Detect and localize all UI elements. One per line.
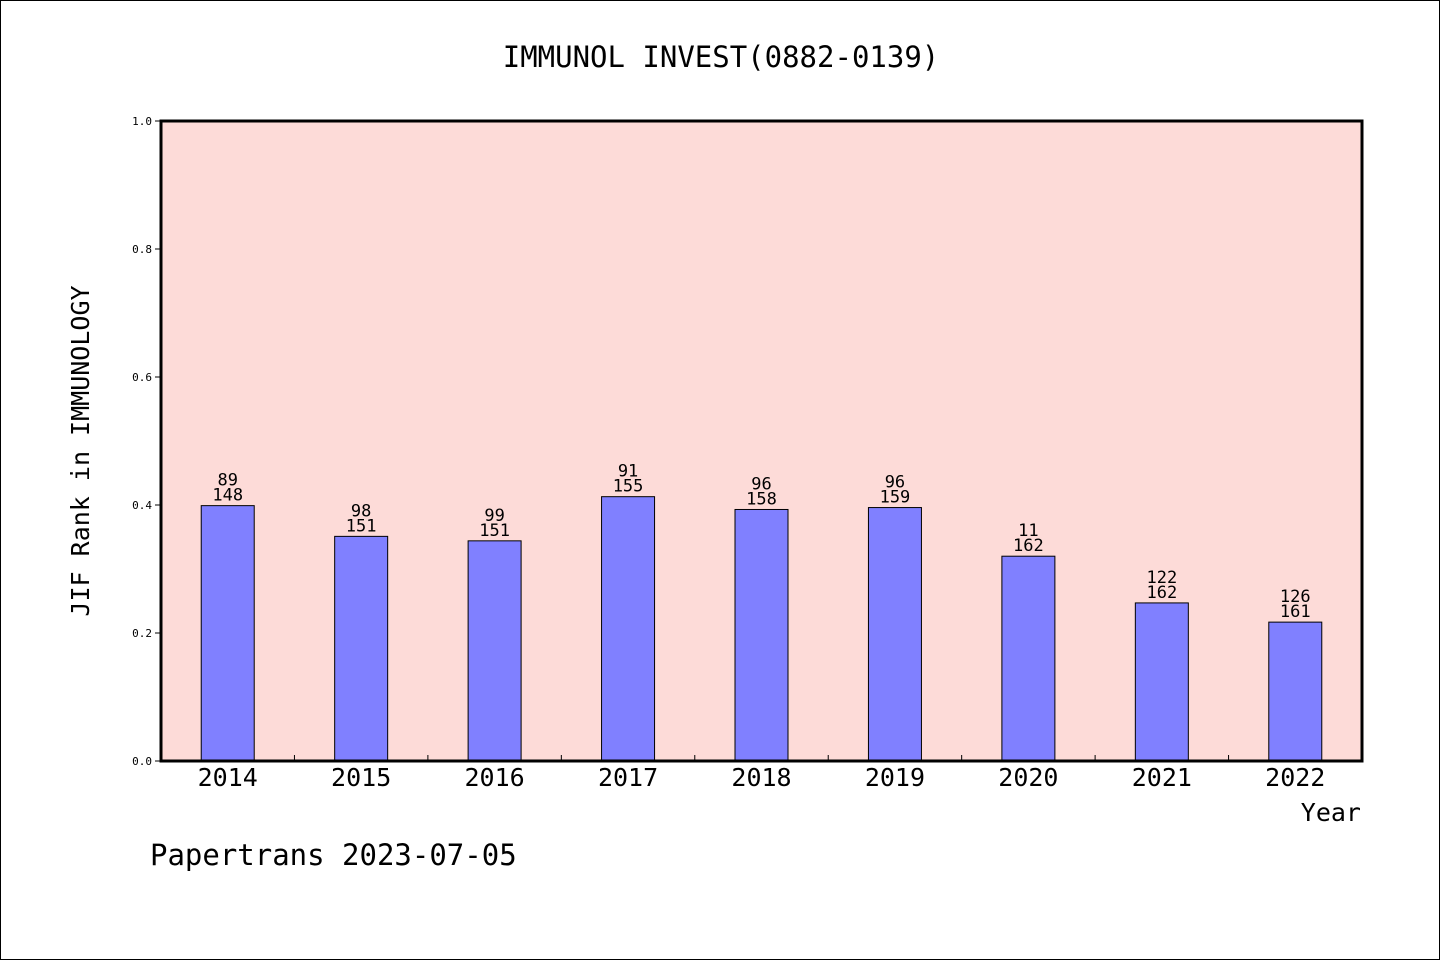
chart-title: IMMUNOL INVEST(0882-0139) (503, 40, 940, 74)
data-label-rank: 122 (1146, 568, 1177, 588)
x-tick-label: 2014 (198, 763, 258, 792)
x-axis: 2014 2015 2016 2017 2018 2019 2020 2021 2022 (198, 755, 1325, 792)
data-label-total: 151 (346, 516, 377, 536)
x-tick-label: 2022 (1265, 763, 1325, 792)
y-axis: 0.0 0.2 0.4 0.6 0.8 1.0 (132, 115, 161, 768)
data-label-rank: 98 (351, 501, 371, 521)
data-label-rank: 89 (217, 471, 237, 491)
data-label-rank: 96 (885, 473, 905, 493)
bar (200, 505, 255, 762)
x-tick-label: 2015 (331, 763, 391, 792)
y-axis-label: JIF Rank in IMMUNOLOGY (66, 285, 95, 616)
y-tick-label: 0.2 (132, 627, 152, 640)
data-label-total: 148 (212, 486, 243, 506)
bar (601, 496, 656, 762)
x-tick-label: 2017 (598, 763, 658, 792)
data-label-total: 155 (613, 477, 644, 497)
data-label-total: 159 (880, 488, 911, 508)
x-tick-label: 2019 (865, 763, 925, 792)
y-tick-label: 0.6 (132, 371, 152, 384)
x-tick-label: 2021 (1132, 763, 1192, 792)
footer-date: Papertrans 2023-07-05 (150, 838, 517, 872)
bar (467, 540, 522, 762)
y-tick-label: 0.4 (132, 499, 152, 512)
data-label-rank: 96 (751, 474, 771, 494)
x-tick-label: 2020 (998, 763, 1058, 792)
data-label-total: 161 (1280, 602, 1311, 622)
bar (1268, 621, 1323, 762)
y-tick-label: 1.0 (132, 115, 152, 128)
bar-series (200, 496, 1323, 762)
bar (734, 508, 789, 762)
bar (867, 507, 922, 762)
data-label-total: 162 (1013, 536, 1044, 556)
y-tick-label: 0.0 (132, 755, 152, 768)
bar (1134, 602, 1189, 762)
data-label-rank: 91 (618, 462, 638, 482)
bar (1001, 555, 1056, 762)
data-label-total: 162 (1146, 583, 1177, 603)
x-axis-label: Year (1301, 798, 1361, 827)
data-label-rank: 99 (484, 506, 504, 526)
bar (334, 535, 389, 762)
x-tick-label: 2016 (465, 763, 525, 792)
data-label-total: 158 (746, 489, 777, 509)
x-tick-label: 2018 (731, 763, 791, 792)
data-label-rank: 11 (1018, 521, 1038, 541)
plot-border (159, 119, 1364, 763)
data-label-total: 151 (479, 521, 510, 541)
data-label-rank: 126 (1280, 587, 1311, 607)
y-tick-label: 0.8 (132, 243, 152, 256)
